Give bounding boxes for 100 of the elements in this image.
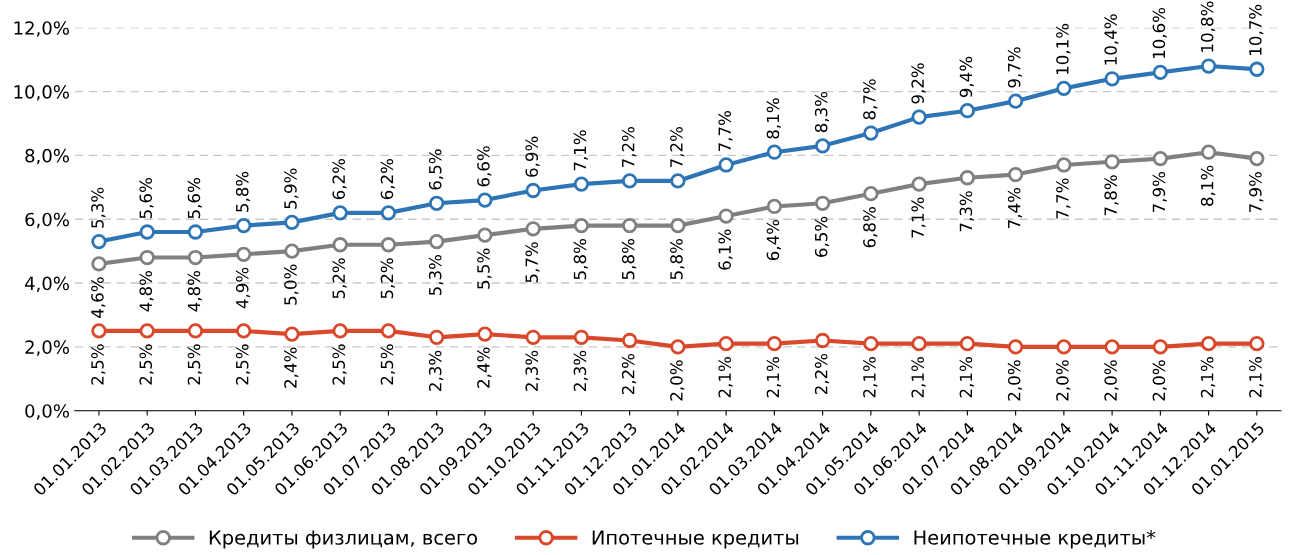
data-label: 2,0% — [1104, 360, 1119, 401]
point — [477, 227, 493, 243]
point — [525, 221, 541, 237]
data-label: 4,6% — [91, 277, 106, 318]
data-label: 2,5% — [139, 344, 154, 385]
point — [429, 329, 445, 345]
point — [1007, 339, 1024, 355]
data-label: 5,7% — [525, 242, 540, 283]
y-tick-label: 6,0% — [25, 212, 69, 229]
point — [1152, 150, 1168, 167]
point — [1249, 336, 1265, 352]
point — [863, 125, 879, 141]
data-label: 8,1% — [1200, 165, 1216, 206]
point — [332, 323, 348, 339]
data-label: 5,8% — [573, 239, 588, 280]
point — [622, 173, 638, 189]
point — [766, 198, 783, 215]
point — [959, 170, 976, 186]
data-label: 8,3% — [814, 91, 830, 133]
data-label: 5,2% — [380, 258, 395, 299]
point — [1007, 166, 1024, 183]
data-label: 10,8% — [1200, 1, 1216, 52]
point — [718, 208, 734, 224]
point — [1007, 93, 1024, 109]
data-label: 9,2% — [911, 63, 926, 104]
data-label: 4,8% — [139, 270, 154, 312]
data-label: 7,2% — [621, 127, 637, 168]
y-tick-label: 12,0% — [14, 21, 69, 37]
data-label: 9,7% — [1007, 47, 1023, 88]
point — [187, 224, 204, 240]
data-label: 6,9% — [525, 136, 540, 177]
data-label: 8,7% — [863, 79, 878, 120]
point — [573, 217, 590, 234]
point — [1249, 61, 1265, 77]
data-label: 2,5% — [235, 344, 251, 385]
data-label: 6,4% — [766, 219, 781, 261]
point — [718, 336, 734, 352]
data-label: 2,2% — [621, 353, 637, 395]
data-label: 10,6% — [1152, 7, 1167, 59]
point — [959, 103, 976, 119]
point — [477, 326, 493, 342]
point — [525, 182, 541, 199]
point — [1152, 64, 1168, 81]
point — [380, 205, 397, 221]
point — [718, 157, 734, 173]
data-label: 8,1% — [766, 98, 781, 139]
point — [139, 224, 155, 240]
point — [814, 138, 831, 154]
data-label: 10,4% — [1104, 14, 1119, 65]
data-label: 4,8% — [187, 270, 202, 312]
data-label: 5,9% — [284, 168, 299, 209]
point — [380, 237, 397, 253]
point — [863, 336, 879, 352]
legend-label: Неипотечные кредиты* — [914, 530, 1156, 549]
data-label: 10,7% — [1249, 4, 1264, 55]
point — [670, 217, 686, 234]
point — [1200, 58, 1217, 74]
data-label: 2,0% — [1152, 360, 1167, 401]
point — [766, 336, 783, 352]
point — [911, 336, 927, 352]
data-label: 5,6% — [187, 178, 202, 219]
point — [429, 233, 445, 250]
point — [429, 195, 445, 211]
data-label: 6,2% — [380, 158, 395, 200]
data-label: 6,8% — [863, 207, 878, 248]
point — [91, 233, 107, 250]
point — [332, 205, 348, 221]
point — [139, 323, 155, 339]
data-label: 5,5% — [477, 248, 492, 289]
y-tick-label: 2,0% — [25, 340, 69, 356]
data-label: 5,8% — [670, 239, 685, 280]
legend-label: Кредиты физлицам, всего — [209, 530, 478, 549]
point — [959, 336, 976, 352]
point — [284, 243, 300, 259]
data-label: 7,7% — [718, 111, 733, 152]
point — [236, 323, 252, 339]
data-label: 5,8% — [235, 171, 251, 212]
data-label: 2,0% — [1056, 360, 1071, 401]
point — [284, 326, 300, 342]
data-label: 5,6% — [139, 178, 154, 219]
point — [863, 186, 879, 202]
data-label: 5,8% — [621, 239, 637, 280]
point — [814, 195, 831, 211]
data-label: 4,9% — [235, 267, 251, 309]
point — [766, 144, 783, 160]
point — [1200, 144, 1217, 160]
data-label: 2,3% — [428, 350, 444, 391]
data-label: 10,1% — [1056, 23, 1071, 75]
data-label: 5,3% — [91, 187, 106, 228]
point — [1056, 339, 1072, 355]
data-label: 2,5% — [187, 344, 202, 385]
data-label: 2,2% — [814, 353, 830, 395]
point — [814, 332, 831, 349]
point — [573, 176, 590, 192]
point — [622, 332, 638, 349]
data-label: 2,1% — [1200, 357, 1216, 398]
y-tick-label: 10,0% — [14, 85, 69, 101]
point — [1104, 339, 1120, 355]
data-label: 5,2% — [332, 258, 347, 299]
data-label: 7,1% — [911, 197, 926, 238]
